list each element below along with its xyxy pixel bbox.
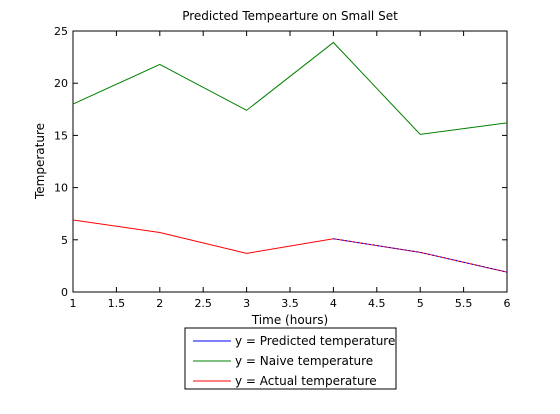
legend-label: y = Predicted temperature [235,334,395,348]
y-tick-label: 20 [54,77,68,90]
y-tick-label: 25 [54,25,68,38]
x-tick-label: 1.5 [108,297,126,310]
legend-label: y = Actual temperature [235,374,377,388]
x-tick-label: 3.5 [281,297,299,310]
x-tick-label: 5.5 [455,297,473,310]
legend-label: y = Naive temperature [235,354,373,368]
x-tick-label: 6 [504,297,511,310]
legend-box [184,327,397,390]
series-line-predicted-temperature [333,238,508,273]
y-tick-label: 10 [54,182,68,195]
x-tick-label: 4.5 [368,297,386,310]
x-tick-label: 2 [156,297,163,310]
series-line-naive-temperature [72,41,508,135]
series-line-actual-temperature [72,219,508,273]
x-axis: 1 1.5 2 2.5 3 3.5 4 4.5 5 5.5 6 [70,31,511,310]
x-tick-label: 3 [243,297,250,310]
y-tick-label: 0 [61,286,68,299]
y-axis: 0 5 10 15 20 25 [54,25,507,299]
plot-area [72,30,508,293]
legend: y = Predicted temperature y = Naive tempe… [184,327,397,390]
x-axis-label: Time (hours) [251,313,328,327]
x-tick-label: 5 [417,297,424,310]
x-tick-label: 1 [70,297,77,310]
plot-lines [72,41,508,273]
y-axis-label: Temperature [33,123,47,200]
y-tick-label: 15 [54,129,68,142]
x-tick-label: 4 [330,297,337,310]
y-tick-label: 5 [61,234,68,247]
chart-title: Predicted Tempearture on Small Set [182,9,398,23]
x-tick-label: 2.5 [194,297,212,310]
